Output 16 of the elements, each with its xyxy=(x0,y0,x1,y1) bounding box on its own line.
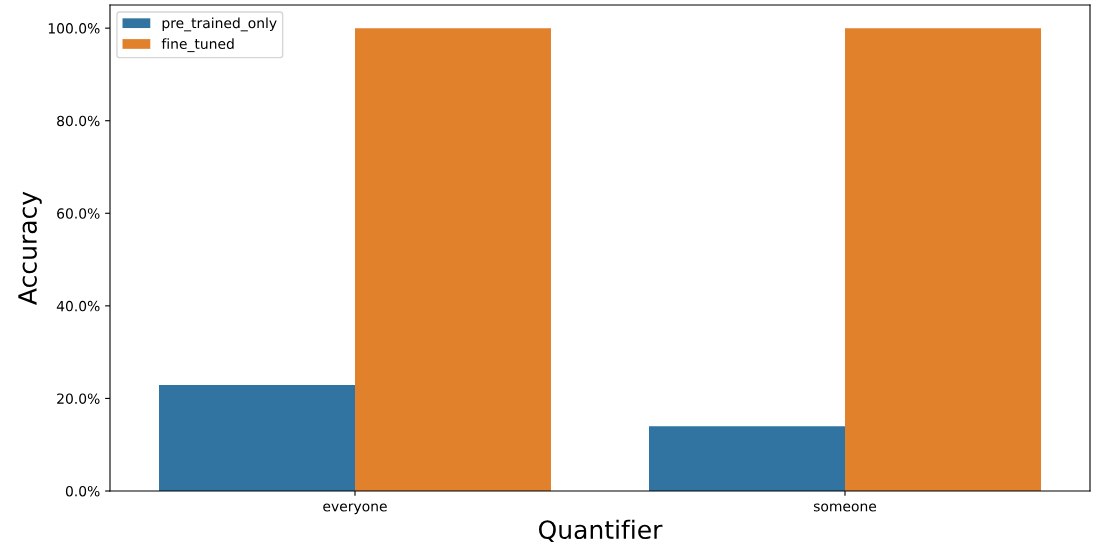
bar xyxy=(845,28,1041,491)
bar xyxy=(649,426,845,491)
x-tick-label: everyone xyxy=(323,503,387,515)
legend-label: fine_tuned xyxy=(161,38,234,53)
x-axis-title: Quantifier xyxy=(538,519,663,542)
y-tick-label: 20.0% xyxy=(57,393,100,404)
y-tick-label: 100.0% xyxy=(48,23,100,34)
y-axis-title: Accuracy xyxy=(18,191,42,305)
y-tick-label: 40.0% xyxy=(56,300,100,312)
legend-label: pre_trained_only xyxy=(162,17,277,32)
bar xyxy=(159,385,355,491)
x-tick-label: someone xyxy=(813,503,877,512)
y-tick-label: 60.0% xyxy=(57,208,100,219)
bar xyxy=(355,28,551,491)
y-tick-label: 80.0% xyxy=(57,115,100,127)
y-tick-label: 0.0% xyxy=(65,485,100,497)
